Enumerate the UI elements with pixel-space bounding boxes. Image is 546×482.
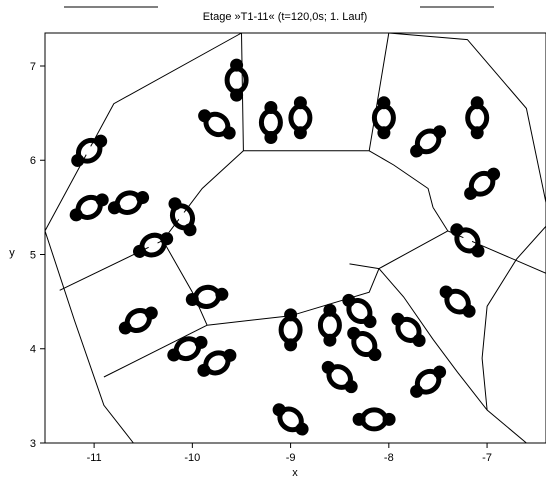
wall-segment-4 bbox=[368, 150, 434, 208]
data-point-0-22 bbox=[450, 223, 485, 258]
data-point-0-25 bbox=[321, 360, 358, 394]
y-tick-label: 3 bbox=[30, 438, 36, 450]
data-point-0-16 bbox=[197, 348, 237, 377]
data-point-0-0 bbox=[224, 58, 249, 102]
y-tick-label: 4 bbox=[30, 344, 36, 356]
data-point-0-14 bbox=[167, 335, 208, 362]
data-point-0-20 bbox=[347, 326, 382, 362]
y-axis-ticks: 3 4 5 6 7 bbox=[30, 61, 45, 450]
data-point-0-6 bbox=[465, 96, 490, 140]
data-point-0-17 bbox=[278, 308, 303, 352]
data-point-0-9 bbox=[69, 193, 109, 222]
data-point-0-24 bbox=[410, 365, 447, 398]
data-point-0-7 bbox=[464, 167, 501, 200]
data-point-0-21 bbox=[391, 312, 426, 348]
data-point-0-12 bbox=[168, 197, 197, 237]
wall-segment-13 bbox=[378, 268, 527, 444]
y-axis-label: y bbox=[9, 247, 15, 259]
data-point-0-2 bbox=[258, 101, 283, 144]
plot-area-frame bbox=[44, 32, 546, 444]
data-point-0-15 bbox=[185, 284, 229, 309]
wall-segment-14 bbox=[481, 225, 546, 411]
data-point-0-13 bbox=[118, 306, 158, 335]
data-point-0-10 bbox=[107, 190, 150, 215]
wall-segment-10 bbox=[59, 239, 164, 291]
data-point-0-1 bbox=[198, 109, 236, 140]
x-axis-ticks: -11 -10 -9 -8 -7 bbox=[87, 443, 492, 464]
x-tick-label: -8 bbox=[384, 452, 394, 464]
data-points bbox=[69, 58, 501, 436]
data-point-0-23 bbox=[439, 285, 476, 318]
data-point-0-4 bbox=[371, 96, 396, 140]
wall-segment-2 bbox=[388, 32, 546, 203]
wall-segment-11 bbox=[103, 324, 208, 378]
chart-title: Etage »T1-11« (t=120,0s; 1. Lauf) bbox=[203, 11, 368, 23]
data-point-0-11 bbox=[133, 232, 174, 258]
x-tick-label: -11 bbox=[87, 452, 102, 464]
x-tick-label: -9 bbox=[286, 452, 296, 464]
wall-segment-7 bbox=[349, 263, 380, 270]
wall-segment-9 bbox=[44, 230, 134, 444]
x-tick-label: -7 bbox=[482, 452, 492, 464]
data-point-0-26 bbox=[272, 403, 309, 436]
y-tick-label: 6 bbox=[30, 155, 36, 167]
data-point-0-27 bbox=[352, 407, 396, 432]
x-tick-label: -10 bbox=[184, 452, 200, 464]
wall-segment-5 bbox=[162, 240, 208, 326]
data-point-0-3 bbox=[288, 96, 313, 140]
data-point-0-18 bbox=[317, 303, 342, 347]
y-tick-label: 5 bbox=[30, 249, 36, 261]
data-point-0-8 bbox=[71, 134, 108, 167]
wall-segment-0 bbox=[44, 32, 242, 232]
y-tick-label: 7 bbox=[30, 61, 36, 73]
data-point-0-5 bbox=[410, 125, 447, 158]
data-point-0-19 bbox=[342, 293, 377, 329]
x-axis-label: x bbox=[292, 467, 298, 479]
